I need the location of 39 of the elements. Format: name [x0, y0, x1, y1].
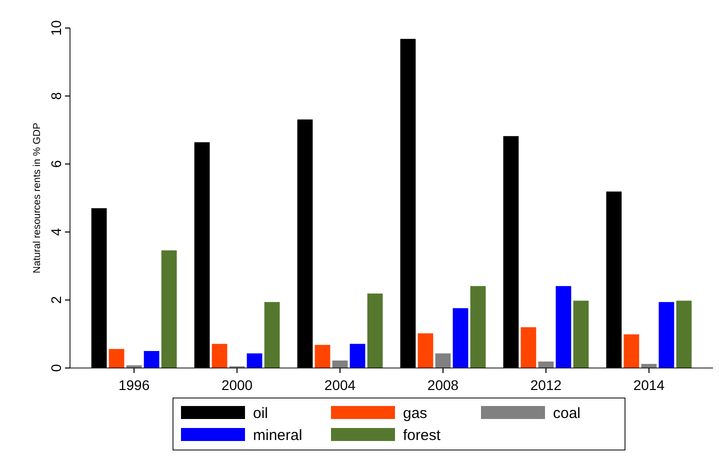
x-tick-label: 2014 [633, 377, 665, 393]
legend-label: gas [403, 405, 428, 422]
legend-label: oil [253, 405, 268, 422]
bar [212, 344, 228, 368]
legend-label: forest [403, 427, 442, 444]
x-tick-label: 2008 [427, 377, 459, 393]
y-axis-title: Natural resources rents in % GDP [32, 122, 43, 274]
bar [624, 334, 640, 368]
bar [520, 327, 536, 368]
bar [350, 344, 366, 368]
x-tick-label: 1996 [118, 377, 150, 393]
y-tick-label: 2 [48, 296, 64, 304]
bar [161, 250, 177, 368]
legend-label: mineral [253, 427, 302, 444]
legend-label: coal [553, 405, 581, 422]
x-tick-label: 2012 [530, 377, 562, 393]
bar [676, 300, 692, 368]
y-tick-label: 0 [48, 364, 64, 372]
bar [144, 351, 160, 368]
bar [658, 302, 674, 368]
bar [246, 353, 262, 368]
y-tick-label: 6 [48, 160, 64, 168]
y-tick-label: 8 [48, 92, 64, 100]
bar [108, 348, 124, 368]
y-tick-label: 4 [48, 228, 64, 236]
bar [556, 286, 572, 368]
bar [418, 333, 434, 368]
bar [470, 286, 486, 368]
bar [573, 300, 589, 368]
bar [367, 294, 383, 368]
bar [314, 344, 330, 368]
bar [264, 302, 280, 368]
x-tick-label: 2004 [324, 377, 356, 393]
bar [435, 353, 451, 368]
y-tick-label: 10 [48, 20, 64, 36]
bar [452, 308, 468, 368]
bar [332, 360, 348, 368]
bar [538, 362, 554, 368]
x-tick-label: 2000 [221, 377, 253, 393]
